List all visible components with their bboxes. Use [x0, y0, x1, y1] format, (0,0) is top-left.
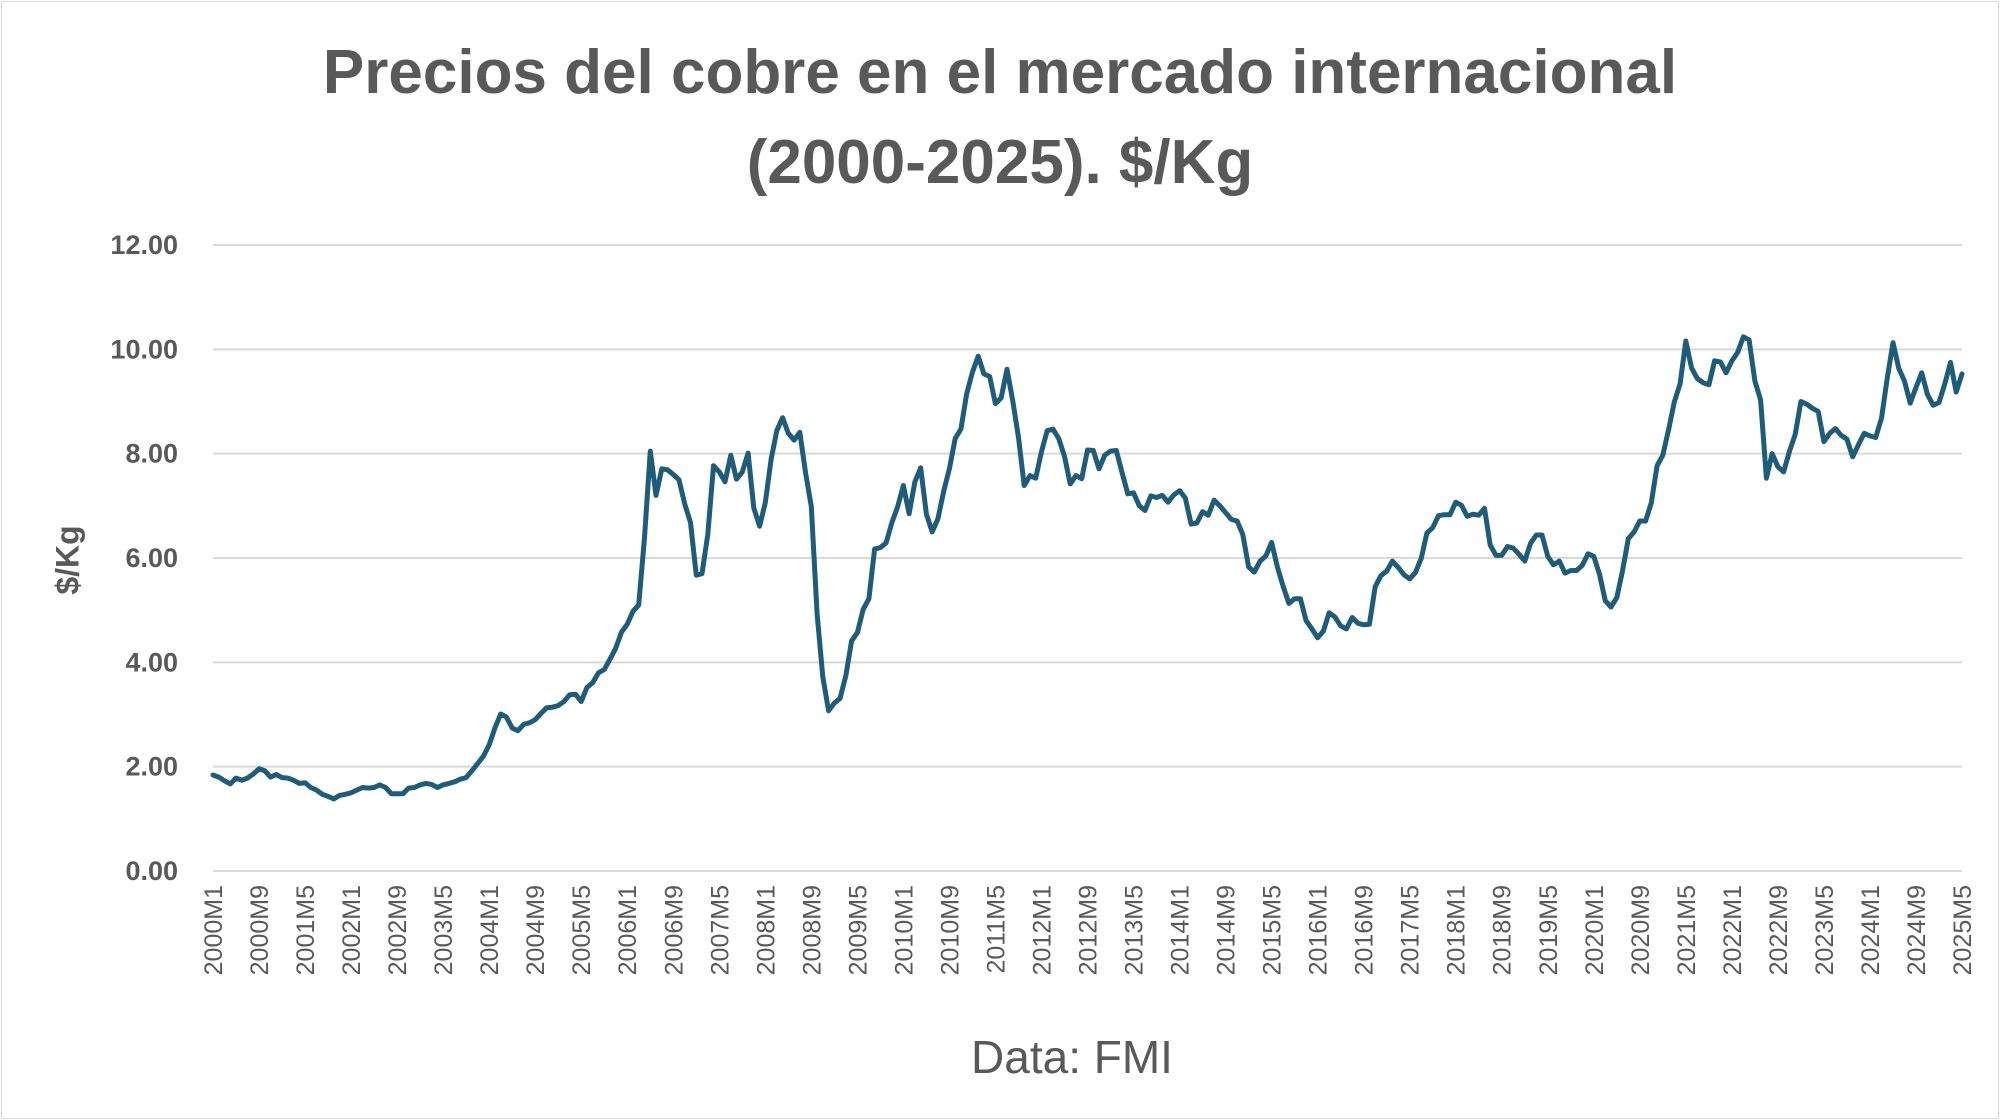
x-tick-label: 2022M1 [1719, 885, 1747, 975]
x-tick-label: 2002M9 [384, 885, 412, 975]
x-tick-label: 2003M5 [430, 885, 458, 975]
chart-title-line-1: Precios del cobre en el mercado internac… [322, 38, 1678, 107]
y-tick-label: 4.00 [125, 647, 178, 677]
x-tick-label: 2002M1 [338, 885, 366, 975]
x-tick-label: 2020M1 [1581, 885, 1609, 975]
x-tick-label: 2010M9 [936, 885, 964, 975]
x-tick-label: 2012M1 [1028, 885, 1056, 975]
x-tick-label: 2015M5 [1259, 885, 1287, 975]
x-tick-label: 2019M5 [1535, 885, 1563, 975]
x-tick-label: 2007M5 [706, 885, 734, 975]
x-tick-label: 2006M9 [660, 885, 688, 975]
x-tick-label: 2018M9 [1489, 885, 1517, 975]
x-tick-label: 2013M5 [1121, 885, 1149, 975]
chart-title: Precios del cobre en el mercado internac… [0, 28, 2000, 208]
x-tick-label: 2018M1 [1443, 885, 1471, 975]
x-tick-label: 2024M1 [1857, 885, 1885, 975]
x-tick-label: 2006M1 [614, 885, 642, 975]
x-tick-label: 2000M1 [200, 885, 228, 975]
x-tick-label: 2014M1 [1167, 885, 1195, 975]
x-tick-label: 2001M5 [292, 885, 320, 975]
x-tick-label: 2025M5 [1949, 885, 1977, 975]
x-tick-label: 2011M5 [982, 885, 1010, 974]
y-tick-label: 6.00 [125, 543, 178, 573]
x-tick-label: 2004M1 [476, 885, 504, 975]
x-tick-label: 2010M1 [890, 885, 918, 975]
x-tick-label: 2008M1 [752, 885, 780, 975]
x-tick-label: 2017M5 [1397, 885, 1425, 975]
x-tick-label: 2009M5 [844, 885, 872, 975]
x-tick-label: 2000M9 [246, 885, 274, 975]
x-tick-label: 2004M9 [522, 885, 550, 975]
x-tick-label: 2012M9 [1075, 885, 1103, 975]
y-tick-label: 2.00 [125, 752, 178, 782]
x-tick-label: 2016M1 [1305, 885, 1333, 975]
gridlines [213, 244, 1962, 872]
x-tick-label: 2008M9 [798, 885, 826, 975]
source-note: Data: FMI [971, 1031, 1173, 1083]
y-tick-label: 8.00 [125, 439, 178, 469]
x-tick-labels: 2000M1 2000M9 2001M5 2002M1 2002M9 2003M5 2004… [200, 885, 1977, 975]
x-tick-label: 2022M9 [1765, 885, 1793, 975]
y-tick-label: 12.00 [110, 230, 178, 260]
x-tick-label: 2021M5 [1673, 885, 1701, 975]
y-tick-labels: 0.00 2.00 4.00 6.00 8.00 10.00 12.00 [110, 230, 178, 886]
y-tick-label: 0.00 [125, 856, 178, 886]
x-tick-label: 2023M5 [1811, 885, 1839, 975]
x-tick-label: 2020M9 [1627, 885, 1655, 975]
y-tick-label: 10.00 [110, 334, 178, 364]
x-tick-label: 2024M9 [1903, 885, 1931, 975]
x-tick-label: 2005M5 [568, 885, 596, 975]
x-tick-label: 2014M9 [1213, 885, 1241, 975]
chart-title-line-2: (2000-2025). $/Kg [746, 128, 1254, 197]
x-tick-label: 2016M9 [1351, 885, 1379, 975]
series-line [210, 334, 1965, 802]
